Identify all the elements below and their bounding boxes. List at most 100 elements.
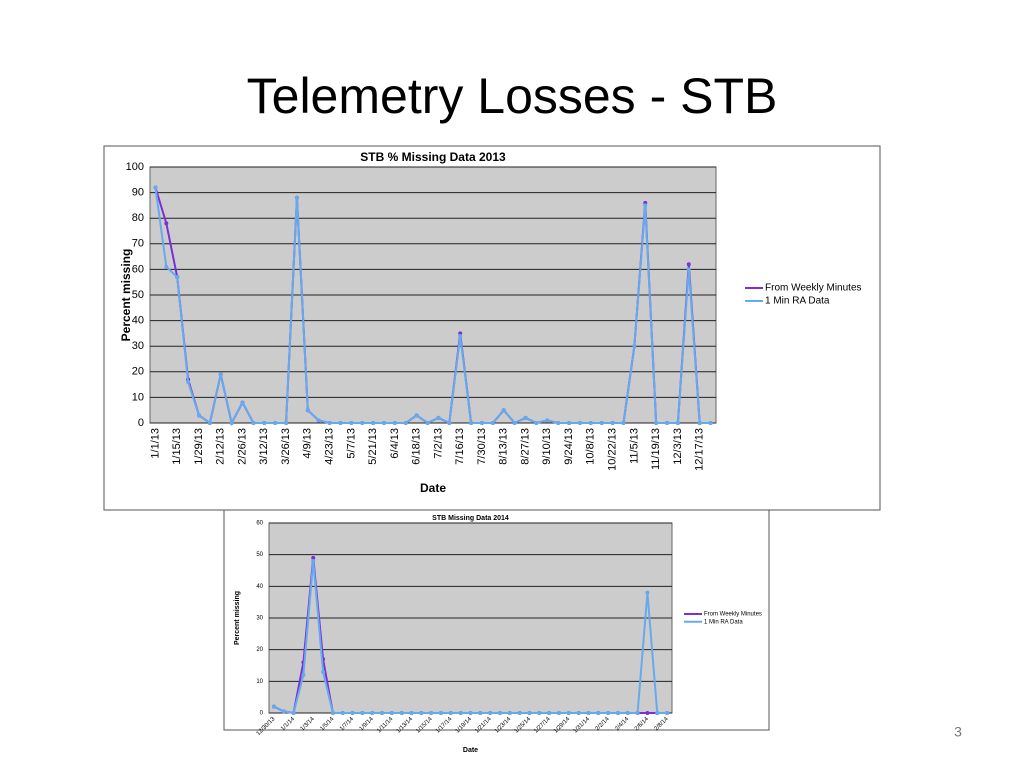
point-marker (686, 267, 691, 272)
x-tick-label: 5/21/13 (367, 428, 379, 465)
y-tick-label: 60 (256, 521, 263, 527)
point-marker (349, 421, 354, 425)
x-axis-label: Date (463, 747, 478, 754)
point-marker (414, 413, 419, 418)
point-marker (281, 709, 286, 714)
point-marker (566, 711, 571, 715)
point-marker (469, 421, 474, 425)
point-marker (164, 221, 169, 226)
point-marker (409, 711, 414, 715)
x-tick-label: 10/8/13 (585, 428, 597, 465)
point-marker (240, 400, 245, 405)
point-marker (294, 195, 299, 200)
x-tick-label: 6/18/13 (411, 428, 423, 465)
point-marker (478, 711, 483, 715)
point-marker (567, 421, 572, 425)
point-marker (218, 372, 223, 377)
y-tick-label: 70 (132, 238, 144, 250)
point-marker (586, 711, 591, 715)
x-tick-label: 3/12/13 (258, 428, 270, 465)
point-marker (273, 421, 278, 425)
x-tick-label: 3/26/13 (280, 428, 292, 465)
point-marker (327, 421, 332, 425)
x-tick-label: 7/2/13 (432, 428, 444, 459)
x-tick-label: 12/3/13 (672, 428, 684, 465)
point-marker (311, 559, 316, 563)
point-marker (382, 421, 387, 425)
point-marker (360, 421, 365, 425)
point-marker (389, 711, 394, 715)
x-axis-label: Date (420, 481, 446, 495)
legend-label: From Weekly Minutes (704, 612, 762, 618)
point-marker (305, 408, 310, 413)
point-marker (291, 711, 296, 715)
point-marker (447, 421, 452, 425)
y-tick-label: 40 (132, 315, 144, 327)
x-tick-label: 8/13/13 (498, 428, 510, 465)
point-marker (512, 421, 517, 425)
y-tick-label: 40 (256, 584, 263, 590)
y-tick-label: 30 (132, 340, 144, 352)
point-marker (497, 711, 502, 715)
point-marker (507, 711, 512, 715)
chart-title: STB % Missing Data 2013 (360, 150, 506, 164)
point-marker (606, 711, 611, 715)
y-tick-label: 30 (256, 616, 263, 622)
page-number: 3 (954, 724, 962, 740)
x-tick-label: 1/15/13 (171, 428, 183, 465)
point-marker (370, 711, 375, 715)
point-marker (458, 711, 463, 715)
y-tick-label: 50 (132, 289, 144, 301)
point-marker (490, 421, 495, 425)
point-marker (625, 711, 630, 715)
x-tick-label: 7/16/13 (454, 428, 466, 465)
point-marker (556, 421, 561, 425)
point-marker (545, 418, 550, 423)
point-marker (262, 421, 267, 425)
point-marker (643, 203, 648, 208)
point-marker (436, 415, 441, 420)
point-marker (665, 421, 670, 425)
y-axis-label: Percent missing (119, 249, 133, 342)
legend-label: 1 Min RA Data (765, 296, 830, 307)
point-marker (429, 711, 434, 715)
x-tick-label: 1/1/13 (149, 428, 161, 459)
y-tick-label: 80 (132, 212, 144, 224)
point-marker (527, 711, 532, 715)
point-marker (697, 421, 702, 425)
point-marker (635, 711, 640, 715)
point-marker (468, 711, 473, 715)
x-tick-label: 5/7/13 (345, 428, 357, 459)
point-marker (645, 711, 650, 715)
point-marker (360, 711, 365, 715)
y-tick-label: 50 (256, 552, 263, 558)
point-marker (547, 711, 552, 715)
x-tick-label: 8/27/13 (519, 428, 531, 465)
x-tick-label: 11/5/13 (628, 428, 640, 464)
point-marker (665, 711, 670, 715)
point-marker (371, 421, 376, 425)
point-marker (251, 421, 256, 425)
point-marker (186, 380, 191, 385)
x-tick-label: 11/19/13 (650, 428, 662, 470)
x-tick-label: 12/17/13 (694, 428, 706, 471)
point-marker (610, 421, 615, 425)
slide-title: Telemetry Losses - STB (247, 68, 778, 124)
y-tick-label: 0 (138, 417, 144, 429)
point-marker (534, 421, 539, 425)
point-marker (301, 673, 306, 677)
x-tick-label: 9/10/13 (541, 428, 553, 465)
point-marker (311, 555, 316, 560)
point-marker (321, 669, 326, 674)
point-marker (537, 711, 542, 715)
x-tick-label: 4/23/13 (324, 428, 336, 465)
y-tick-label: 90 (132, 187, 144, 199)
point-marker (517, 711, 522, 715)
x-tick-label: 10/22/13 (607, 428, 619, 471)
y-tick-label: 20 (132, 366, 144, 378)
point-marker (708, 421, 713, 425)
point-marker (399, 711, 404, 715)
point-marker (479, 421, 484, 425)
y-axis-label: Percent missing (234, 591, 241, 645)
y-tick-label: 10 (132, 391, 144, 403)
